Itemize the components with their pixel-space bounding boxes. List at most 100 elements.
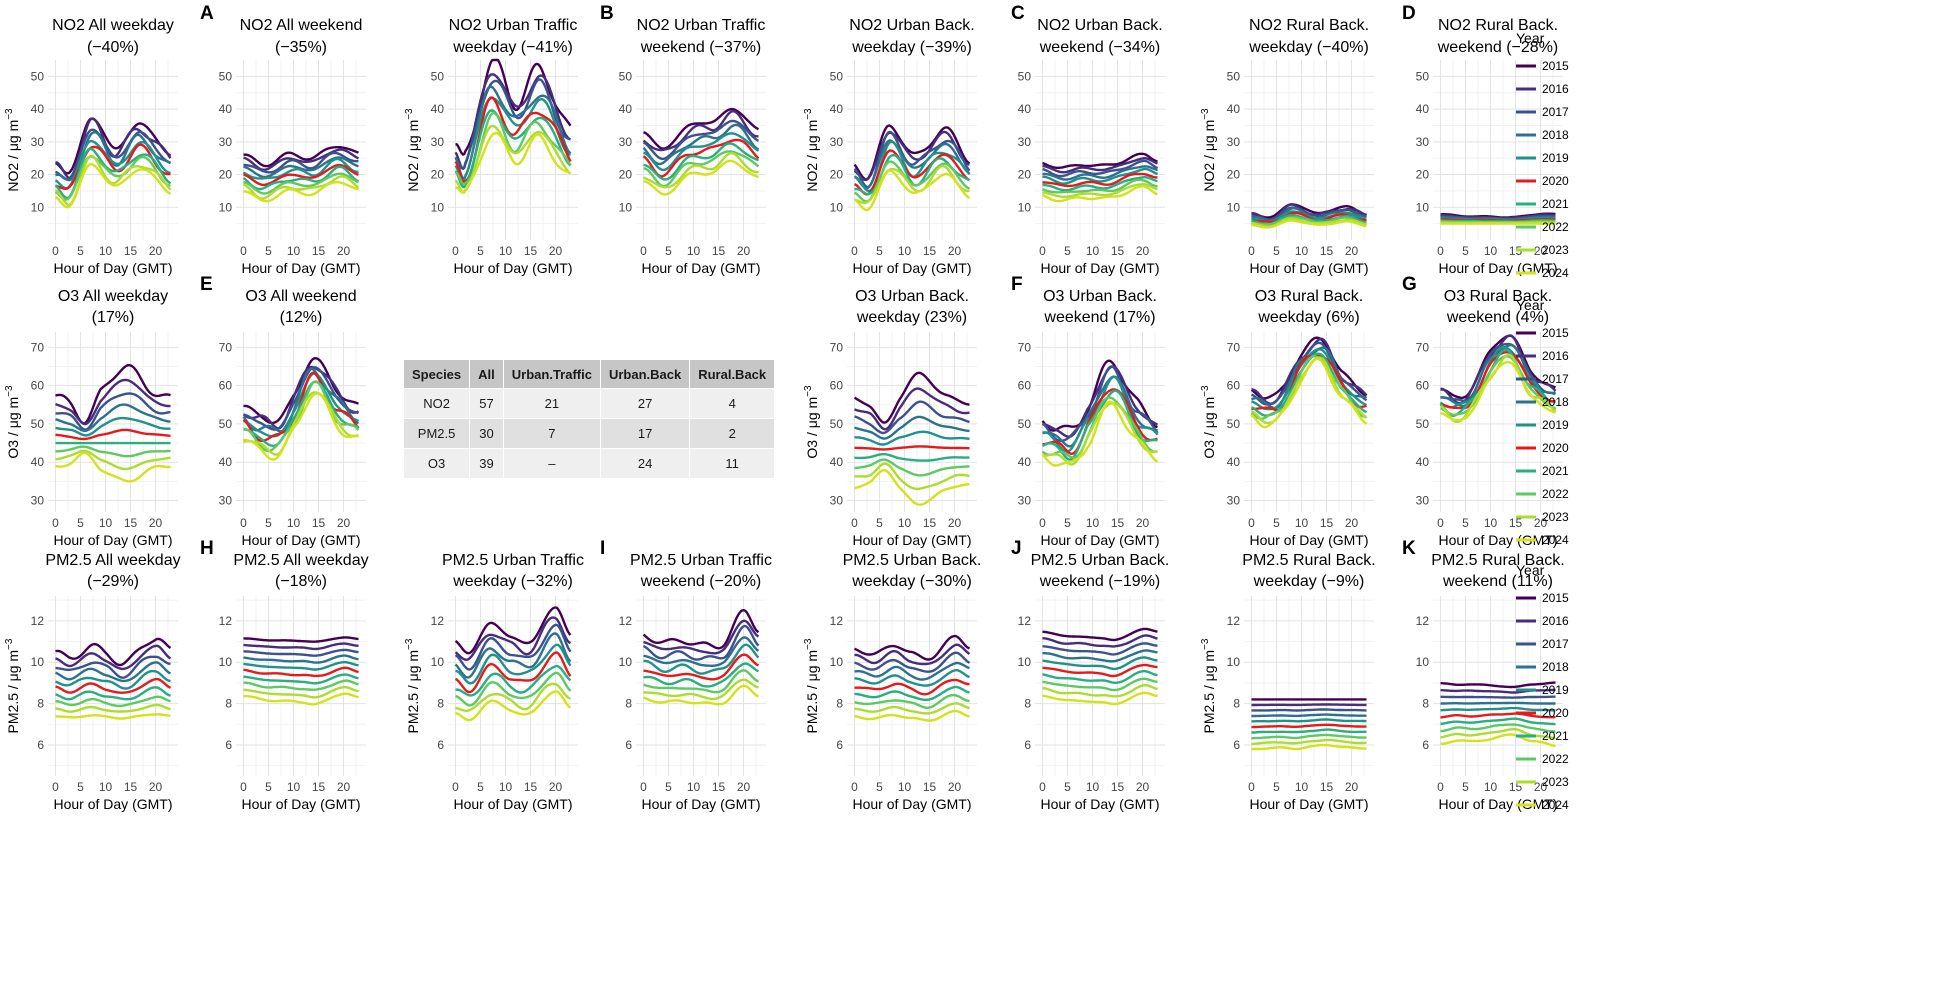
panel-subtitle: weekend (−19%) [1039,573,1161,590]
x-tick-label: 15 [1111,244,1125,258]
legend-label-2020: 2020 [1542,174,1569,188]
series-line-2016 [1042,365,1159,438]
series-line-2017 [243,648,359,657]
y-tick-label: 50 [1018,417,1032,431]
series-line-2019 [455,643,572,685]
y-tick-label: 60 [830,379,844,393]
y-tick-label: 40 [1416,102,1430,116]
y-axis-label: NO2 / μg m−3 [4,108,21,192]
x-axis-label: Hour of Day (GMT) [1249,796,1368,812]
legend-label-2017: 2017 [1542,105,1569,119]
x-axis-label: Hour of Day (GMT) [53,260,172,276]
series-line-2018 [242,367,359,433]
panel-r0-c0: NO2 All weekday (−40%) 0 5 10 15 20 10 20 30 40 50 H… [4,17,178,276]
table-cell: – [503,448,601,479]
panel-subtitle: (−40%) [87,39,139,56]
y-tick-label: 12 [31,614,45,628]
x-tick-label: 0 [52,516,59,530]
series-line-2018 [1251,713,1367,718]
x-tick-label: 5 [265,516,272,530]
panel-letter: G [1402,274,1417,295]
x-tick-label: 5 [477,780,484,794]
x-axis-label: Hour of Day (GMT) [852,796,971,812]
series-line-2024 [643,684,760,706]
x-tick-label: 20 [149,244,163,258]
series-line-2020 [1042,172,1158,188]
x-tick-label: 20 [1534,780,1548,794]
panel-subtitle: weekend (−28%) [1437,39,1559,56]
y-tick-label: 10 [219,655,233,669]
panel-r2-c2: PM2.5 Urban Traffic weekday (−32%) 0 5 10 15 2… [404,552,584,812]
panel-title: PM2.5 All weekday [45,552,180,569]
x-tick-label: 15 [1320,780,1334,794]
y-axis-label: NO2 / μg m−3 [404,108,421,192]
series-line-2016 [1440,688,1556,694]
panel-r1-c0: O3 All weekday (17%) 0 5 10 15 20 30 40 50 60 70 Hou… [4,288,178,548]
x-tick-label: 5 [1064,516,1071,530]
y-tick-label: 30 [1018,135,1032,149]
x-tick-label: 10 [898,244,912,258]
panel-subtitle: (−29%) [87,573,139,590]
x-tick-label: 5 [1273,244,1280,258]
x-tick-label: 10 [1295,516,1309,530]
panel-subtitle: weekend (11%) [1442,573,1553,590]
y-tick-label: 50 [1416,417,1430,431]
y-tick-label: 20 [619,168,633,182]
panel-title: PM2.5 All weekday [233,552,368,569]
x-tick-label: 15 [923,516,937,530]
series-line-2018 [454,632,572,679]
series-line-2019 [1440,706,1556,712]
y-tick-label: 40 [830,102,844,116]
y-tick-label: 60 [31,379,45,393]
series-line-2024 [455,131,572,194]
legend-label-2015: 2015 [1542,59,1569,73]
x-tick-label: 5 [665,244,672,258]
legend-label-2021: 2021 [1542,464,1569,478]
series-line-2015 [54,117,172,175]
y-tick-label: 10 [1018,200,1032,214]
legend-label-2020: 2020 [1542,706,1569,720]
series-line-2019 [1439,346,1556,409]
x-axis-label: Hour of Day (GMT) [852,260,971,276]
x-tick-label: 5 [1064,780,1071,794]
series-line-2024 [54,162,172,209]
x-tick-label: 10 [1086,780,1100,794]
legend-row-2: Year 2015 2016 2017 2018 2019 2020 2021 2022 2023… [1516,562,1569,812]
x-tick-label: 15 [524,780,538,794]
panel-subtitle: weekend (−34%) [1039,39,1161,56]
x-tick-label: 20 [737,244,751,258]
x-tick-label: 0 [240,780,247,794]
series-line-2023 [854,702,970,715]
series-line-2017 [1042,642,1158,656]
series-line-2015 [1440,334,1557,399]
table-cell: NO2 [404,388,471,419]
y-tick-label: 8 [1233,697,1240,711]
series-line-2022 [55,695,171,708]
y-axis-label: O3 / μg m−3 [803,385,820,459]
x-tick-label: 10 [1295,244,1309,258]
x-tick-label: 15 [923,780,937,794]
series-line-2016 [642,110,759,152]
panel-subtitle: weekday (−30%) [851,573,972,590]
panel-letter: C [1011,3,1025,24]
legend-label-2016: 2016 [1542,349,1569,363]
series-line-2020 [243,163,359,187]
panel-subtitle: weekend (4%) [1446,309,1549,326]
series-line-2016 [55,378,171,426]
x-tick-label: 15 [124,516,138,530]
x-tick-label: 20 [948,516,962,530]
panel-letter: B [600,3,614,24]
series-line-2023 [643,152,759,189]
x-tick-label: 15 [1509,516,1523,530]
x-axis-label: Hour of Day (GMT) [1249,260,1368,276]
x-tick-label: 5 [1462,780,1469,794]
series-line-2023 [243,175,360,200]
series-line-2019 [643,643,760,675]
series-line-2023 [55,703,171,713]
x-tick-label: 5 [265,780,272,794]
panel-subtitle: weekday (−41%) [452,39,573,56]
x-tick-label: 5 [876,780,883,794]
panel-subtitle: (−35%) [275,39,327,56]
x-tick-label: 0 [1039,244,1046,258]
